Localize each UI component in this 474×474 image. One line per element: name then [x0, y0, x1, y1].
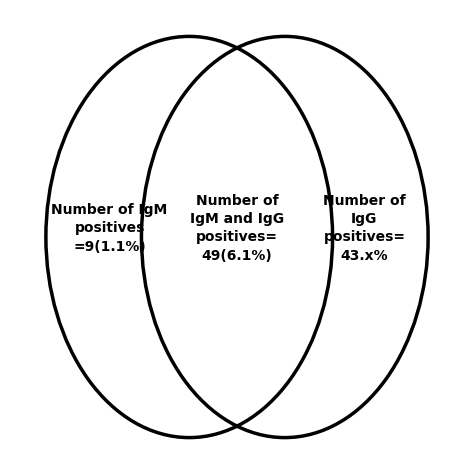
Text: Number of IgM
positives
=9(1.1%): Number of IgM positives =9(1.1%) [52, 203, 168, 254]
Text: Number of
IgM and IgG
positives=
49(6.1%): Number of IgM and IgG positives= 49(6.1%… [190, 194, 284, 263]
Text: Number of
IgG
positives=
43.x%: Number of IgG positives= 43.x% [323, 194, 406, 263]
